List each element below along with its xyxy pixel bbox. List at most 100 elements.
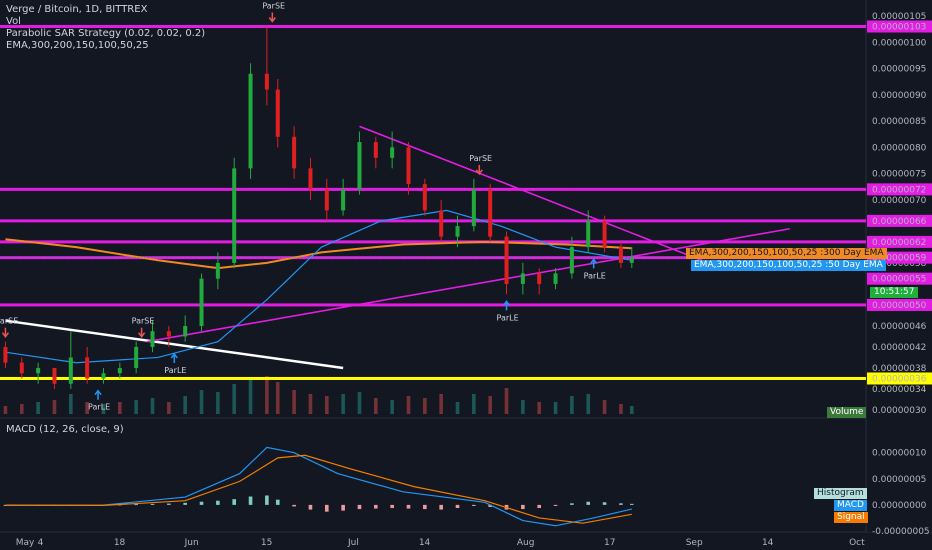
signal-label: ParLE [584, 271, 606, 280]
volume-bar [324, 396, 329, 414]
signal-label: ParLE [164, 366, 186, 375]
macd-histogram-bar [357, 504, 362, 510]
volume-bar [586, 394, 591, 414]
volume-bar [216, 392, 220, 414]
candle-body [602, 220, 607, 248]
time-tick-label: Sep [686, 538, 703, 548]
candle-body [36, 367, 41, 374]
countdown-tag: 10:51:57 [870, 287, 919, 298]
macd-histogram-bar [292, 504, 296, 507]
macd-histogram-bar [521, 504, 525, 510]
candle-body [586, 220, 591, 248]
macd-line [5, 454, 632, 524]
macd-tick-label: -0.00000005 [872, 527, 930, 537]
macd-histogram-bar [134, 504, 138, 506]
volume-bar [199, 390, 204, 414]
sar-legend: Parabolic SAR Strategy (0.02, 0.02, 0.2) [6, 28, 206, 39]
volume-bar [521, 400, 525, 414]
macd-histogram-bar [265, 495, 269, 505]
ema-legend: EMA,300,200,150,100,50,25 [6, 40, 149, 51]
macd-histogram-bar [183, 502, 187, 505]
volume-bar [341, 394, 345, 414]
volume-bar [183, 396, 187, 414]
volume-bar [134, 400, 138, 414]
horizontal-level-line [0, 303, 866, 307]
candle-body [3, 346, 8, 363]
macd-histogram-bar [488, 504, 492, 507]
volume-bar [3, 406, 8, 414]
macd-line [5, 446, 632, 527]
volume-bar [69, 394, 73, 414]
volume-bar [150, 398, 155, 414]
candle-body [422, 184, 427, 211]
macd-histogram-bar [553, 504, 558, 506]
macd-histogram-bar [308, 504, 313, 510]
candle-body [232, 168, 237, 263]
macd-histogram-bar [586, 501, 591, 505]
time-tick-label: 15 [261, 538, 272, 548]
time-tick-label: 14 [419, 538, 431, 548]
price-tick-label: 0.00000100 [872, 38, 927, 48]
macd-histogram-bar [275, 499, 280, 505]
price-tick-label: 0.00000095 [872, 65, 926, 75]
volume-bar [553, 402, 558, 414]
volume-bar [439, 394, 443, 414]
macd-tag: MACD [834, 500, 867, 511]
volume-bar [455, 402, 460, 414]
candle-body [68, 357, 73, 384]
horizontal-level-line [0, 219, 866, 223]
volume-bar [390, 400, 394, 414]
trendline [146, 227, 790, 343]
level-price-label: 0.00000103 [872, 23, 926, 33]
candle-body [199, 278, 204, 326]
signal-arrow [170, 352, 178, 363]
horizontal-level-line [0, 187, 866, 191]
macd-histogram-bar [167, 503, 171, 505]
level-price-label: 0.00000072 [872, 185, 926, 195]
macd-histogram-bar [455, 504, 460, 509]
volume-bar [232, 384, 237, 414]
volume-bar [537, 402, 542, 414]
level-price-label: 0.00000062 [872, 238, 926, 248]
macd-histogram-bar [619, 503, 623, 505]
time-tick-label: Jun [184, 538, 199, 548]
candle-body [150, 331, 155, 347]
time-tick-label: Jul [347, 538, 359, 548]
signal-label: ParSE [469, 154, 492, 163]
price-tick-label: 0.00000080 [872, 143, 927, 153]
signal-arrow [268, 12, 276, 23]
candle-body [471, 189, 476, 227]
time-axis[interactable]: May 4 18 Jun 15 Jul 14 Aug 17 Sep 14 Oct [16, 538, 865, 548]
signal-label: ParSE [262, 2, 285, 11]
volume-bar [629, 406, 634, 414]
volume-bar [292, 390, 296, 414]
ema-line [5, 209, 632, 364]
candle-body [373, 142, 378, 158]
macd-legend: MACD (12, 26, close, 9) [6, 424, 124, 435]
candle-body [248, 73, 253, 169]
price-pane[interactable]: ParSE ParSE ParSE ParSE ParLE ParLE ParLE ParLE [0, 0, 932, 533]
candle-body [569, 247, 574, 274]
candle-body [19, 362, 24, 374]
candle-body [439, 210, 444, 237]
macd-pane[interactable] [3, 446, 634, 527]
macd-histogram-bar [216, 500, 220, 505]
time-tick-label: 4 [38, 538, 44, 548]
volume-bar [602, 400, 607, 414]
candle-body [101, 373, 106, 379]
candle-body [275, 89, 280, 137]
candle-body [215, 262, 220, 279]
macd-histogram-bar [406, 504, 411, 509]
signal-label: ParLE [497, 313, 519, 322]
extra-price-tag [867, 272, 932, 285]
price-tick-label: 0.00000038 [872, 364, 927, 374]
price-tick-label: 0.00000030 [872, 406, 927, 416]
volume-legend: Vol [6, 16, 21, 27]
volume-bar [570, 396, 574, 414]
volume-bar [275, 382, 280, 414]
level-price-tag [867, 372, 932, 385]
time-tick-label: 18 [114, 538, 126, 548]
level-price-label: 0.00000050 [872, 301, 927, 311]
